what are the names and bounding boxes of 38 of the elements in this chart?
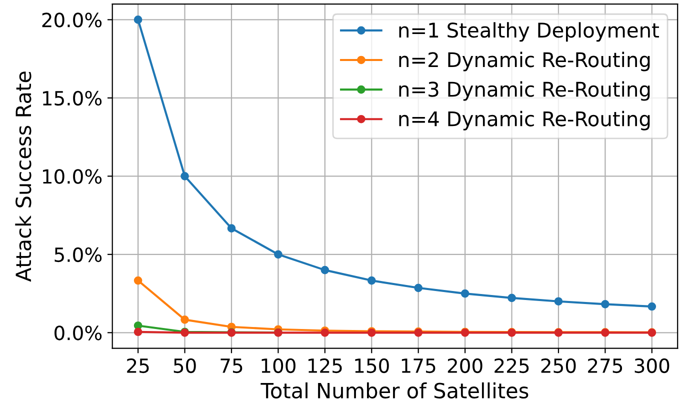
point <box>508 294 516 302</box>
point <box>134 328 142 336</box>
y-tick-label: 20.0% <box>42 12 102 28</box>
x-tick-label: 275 <box>588 358 622 374</box>
point <box>648 302 656 311</box>
point <box>227 224 236 232</box>
y-tick-label: 10.0% <box>43 169 102 184</box>
point <box>134 16 142 24</box>
y-axis-title: Attack Success Rate <box>15 72 32 282</box>
point <box>274 250 282 259</box>
point <box>460 289 470 298</box>
x-tick-label: 100 <box>262 358 296 374</box>
legend-label: n=2 Dynamic Re-Routing <box>399 52 650 72</box>
legend-label: n=3 Dynamic Re-Routing <box>399 81 650 101</box>
y-tick-label: 15.0% <box>43 90 102 106</box>
point <box>180 172 189 180</box>
y-tick-label: 0.0% <box>54 326 102 340</box>
x-tick-label: 300 <box>634 358 670 374</box>
x-tick-label: 175 <box>402 358 436 374</box>
x-tick-label: 125 <box>308 358 342 374</box>
x-tick-label: 50 <box>174 358 196 374</box>
point <box>320 266 330 274</box>
legend-label: n=1 Stealthy Deployment <box>399 22 659 42</box>
x-tick-label: 200 <box>448 358 482 374</box>
point <box>180 316 189 324</box>
x-tick-label: 250 <box>541 358 576 374</box>
point <box>134 276 142 285</box>
legend-label: n=4 Dynamic Re-Routing <box>399 110 650 130</box>
point <box>367 276 376 285</box>
x-tick-label: 225 <box>494 358 529 374</box>
x-tick-label: 25 <box>127 358 149 374</box>
point <box>601 300 610 308</box>
x-tick-label: 75 <box>220 358 242 374</box>
point <box>414 284 423 292</box>
point <box>554 297 563 306</box>
x-axis-title: Total Number of Satellites <box>260 382 528 399</box>
y-tick-label: 5.0% <box>54 247 102 262</box>
x-tick-label: 150 <box>355 358 389 374</box>
